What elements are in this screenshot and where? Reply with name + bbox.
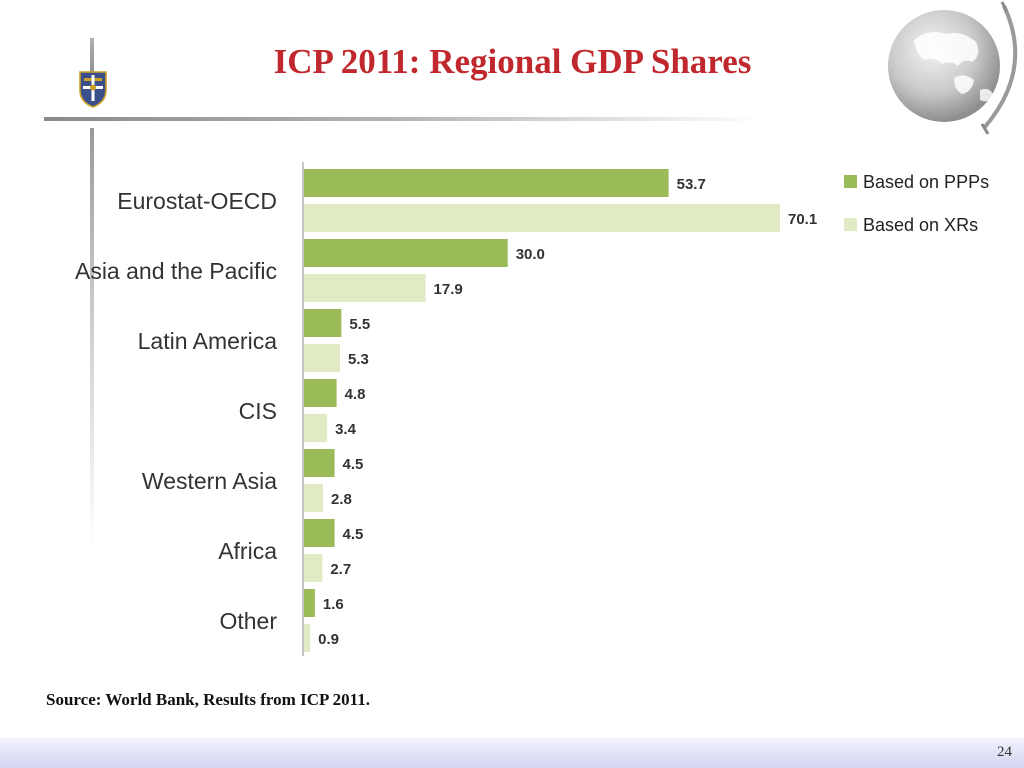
globe-icon (888, 1, 1018, 135)
bar-ppp (304, 379, 337, 407)
data-label: 0.9 (318, 631, 339, 648)
bar-xr (304, 554, 323, 582)
legend-swatch-xr (844, 218, 857, 231)
data-label: 1.6 (323, 596, 344, 613)
bar-ppp (304, 519, 335, 547)
category-label: Other (219, 608, 277, 634)
data-label: 17.9 (434, 281, 463, 298)
data-label: 5.5 (349, 316, 370, 333)
category-label: Latin America (138, 328, 278, 354)
data-label: 70.1 (788, 211, 817, 228)
decorative-rule-top (90, 38, 94, 82)
legend-label-ppp: Based on PPPs (863, 172, 989, 192)
bar-xr (304, 414, 328, 442)
bar-xr (304, 344, 340, 372)
data-label: 3.4 (335, 421, 357, 438)
category-label: Asia and the Pacific (75, 258, 277, 284)
data-label: 4.5 (343, 526, 364, 543)
page-title: ICP 2011: Regional GDP Shares (273, 42, 752, 81)
data-label: 30.0 (516, 246, 545, 263)
legend-swatch-ppp (844, 175, 857, 188)
category-label: Eurostat-OECD (117, 188, 277, 214)
bar-xr (304, 624, 311, 652)
university-crest-icon (79, 71, 107, 108)
data-label: 4.8 (345, 386, 366, 403)
bar-xr (304, 274, 426, 302)
bar-ppp (304, 239, 508, 267)
data-label: 5.3 (348, 351, 369, 368)
decorative-vertical-rule (90, 128, 94, 548)
bar-xr (304, 204, 780, 232)
data-label: 2.8 (331, 491, 352, 508)
page-number: 24 (997, 744, 1012, 760)
category-label: CIS (239, 398, 277, 424)
data-label: 4.5 (343, 456, 364, 473)
source-note: Source: World Bank, Results from ICP 201… (46, 690, 370, 709)
category-label: Western Asia (142, 468, 277, 494)
data-label: 53.7 (677, 176, 706, 193)
bar-ppp (304, 449, 335, 477)
decorative-horizontal-rule (44, 117, 764, 121)
bar-xr (304, 484, 324, 512)
footer-band (0, 738, 1024, 768)
legend-label-xr: Based on XRs (863, 215, 978, 235)
bar-ppp (304, 309, 342, 337)
bar-ppp (304, 169, 669, 197)
category-label: Africa (218, 538, 277, 564)
data-label: 2.7 (330, 561, 351, 578)
bar-ppp (304, 589, 315, 617)
